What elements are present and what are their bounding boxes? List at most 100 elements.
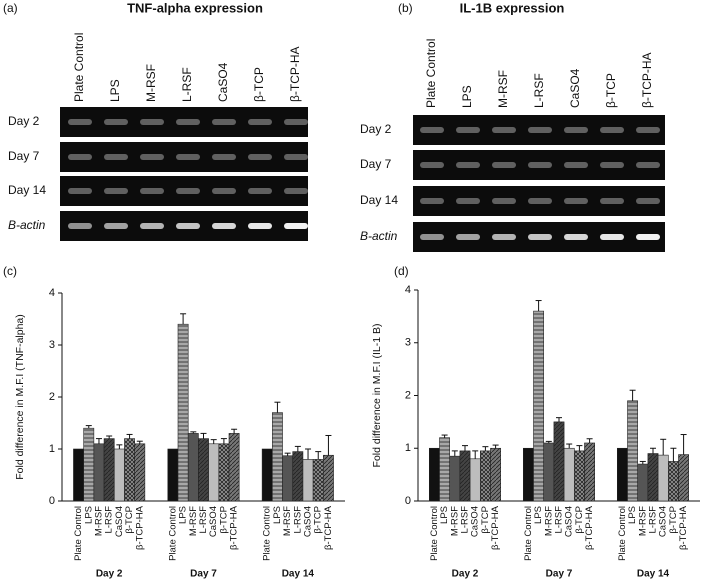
gel-band bbox=[528, 234, 552, 240]
y-tick-label: 3 bbox=[405, 337, 411, 349]
bar bbox=[73, 448, 84, 502]
gel-band bbox=[68, 223, 92, 229]
panel-label: (c) bbox=[3, 264, 17, 278]
gel-band bbox=[564, 127, 588, 133]
bar-label: LPS bbox=[178, 506, 189, 524]
panel-label: (d) bbox=[394, 264, 409, 278]
lane-label: CaSO4 bbox=[216, 62, 230, 102]
gel-band bbox=[104, 188, 128, 194]
gel-band bbox=[456, 127, 480, 133]
bar bbox=[543, 442, 555, 502]
bar bbox=[218, 443, 230, 502]
gel-band bbox=[68, 188, 92, 194]
gel-strip bbox=[413, 115, 665, 145]
y-tick-label: 4 bbox=[405, 284, 411, 296]
bar-label: β-TCP bbox=[313, 506, 324, 534]
bar-label: CaSO4 bbox=[658, 506, 669, 537]
bar-label: M-RSF bbox=[543, 506, 554, 536]
gel-band bbox=[492, 127, 516, 133]
gel-band bbox=[248, 119, 272, 125]
bar bbox=[667, 461, 679, 502]
bar bbox=[469, 458, 481, 502]
group-label: Day 14 bbox=[637, 569, 670, 580]
gel-band bbox=[564, 162, 588, 168]
gel-band bbox=[176, 223, 200, 229]
gel-band bbox=[492, 162, 516, 168]
bar-label: β-TCP-HA bbox=[584, 505, 595, 550]
y-tick-label: 2 bbox=[49, 391, 55, 403]
bar bbox=[187, 433, 199, 502]
bar bbox=[637, 463, 649, 502]
bar bbox=[323, 454, 334, 502]
y-axis-title: Fold difference in M.F.I (TNF-alpha) bbox=[14, 314, 26, 480]
bar-label: β-TCP bbox=[480, 506, 491, 534]
lane-label: β-TCP bbox=[252, 67, 266, 102]
row-label: Day 14 bbox=[360, 193, 398, 207]
gel-band bbox=[140, 223, 164, 229]
gel-band bbox=[284, 119, 308, 125]
bar-label: M-RSF bbox=[449, 506, 460, 536]
bar bbox=[272, 412, 283, 502]
gel-band bbox=[284, 188, 308, 194]
bar bbox=[83, 427, 95, 502]
bar-label: LPS bbox=[83, 506, 94, 524]
bar bbox=[522, 447, 534, 502]
gel-band bbox=[420, 198, 444, 204]
y-tick-label: 4 bbox=[49, 287, 55, 299]
y-tick-label: 2 bbox=[405, 389, 411, 401]
bar-label: LPS bbox=[272, 506, 283, 524]
gel-band bbox=[564, 198, 588, 204]
lane-label: β-TCP bbox=[604, 73, 618, 108]
bar-label: CaSO4 bbox=[303, 506, 314, 537]
lane-label: L-RSF bbox=[532, 73, 546, 108]
bar-label: L-RSF bbox=[198, 506, 209, 534]
y-tick-label: 0 bbox=[405, 495, 411, 507]
bar bbox=[167, 448, 179, 502]
bar-label: L-RSF bbox=[554, 506, 565, 534]
gel-band bbox=[636, 198, 660, 204]
y-tick-label: 0 bbox=[49, 495, 55, 507]
bar-label: LPS bbox=[439, 506, 450, 524]
gel-band bbox=[528, 127, 552, 133]
gel-band bbox=[420, 162, 444, 168]
bar bbox=[113, 448, 125, 502]
y-tick-label: 1 bbox=[405, 442, 411, 454]
bar bbox=[459, 450, 471, 502]
lane-label: β-TCP-HA bbox=[640, 52, 654, 108]
bar bbox=[563, 447, 575, 502]
gel-band bbox=[212, 223, 236, 229]
row-label: Day 7 bbox=[8, 149, 40, 163]
gel-band bbox=[248, 188, 272, 194]
bar bbox=[282, 455, 294, 502]
bar-label: β-TCP bbox=[668, 506, 679, 534]
gel-band bbox=[456, 234, 480, 240]
bar-label: LPS bbox=[533, 506, 544, 524]
bar-label: M-RSF bbox=[93, 506, 104, 536]
lane-label: Plate Control bbox=[424, 39, 438, 108]
gel-band bbox=[636, 127, 660, 133]
y-tick-label: 1 bbox=[49, 443, 55, 455]
gel-band bbox=[284, 154, 308, 160]
gel-band bbox=[636, 234, 660, 240]
gel-band bbox=[68, 154, 92, 160]
group-label: Day 7 bbox=[190, 569, 217, 580]
gel-band bbox=[104, 119, 128, 125]
bar bbox=[208, 443, 220, 502]
bar bbox=[490, 447, 501, 502]
row-label: B-actin bbox=[360, 229, 398, 243]
lane-label: LPS bbox=[108, 79, 122, 102]
row-label: Day 7 bbox=[360, 157, 392, 171]
bar-label: L-RSF bbox=[460, 506, 471, 534]
bar-label: CaSO4 bbox=[114, 506, 125, 537]
bar-label: LPS bbox=[627, 506, 638, 524]
gel-band bbox=[420, 127, 444, 133]
bar-label: CaSO4 bbox=[470, 506, 481, 537]
gel-band bbox=[600, 198, 624, 204]
gel-band bbox=[176, 154, 200, 160]
bar bbox=[177, 323, 189, 502]
lane-label: L-RSF bbox=[180, 67, 194, 102]
bar-label: β-TCP-HA bbox=[490, 505, 501, 550]
bar bbox=[103, 438, 115, 502]
bar bbox=[124, 438, 135, 502]
gel-band bbox=[104, 154, 128, 160]
